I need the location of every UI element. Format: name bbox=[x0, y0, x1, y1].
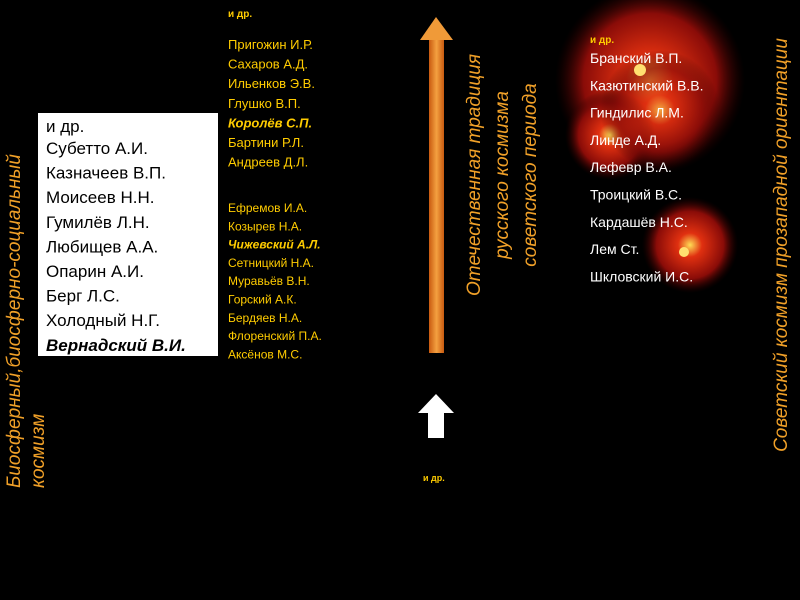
middle-item: Ильенков Э.В. bbox=[228, 76, 315, 91]
orange-arrow bbox=[420, 17, 453, 353]
white-arrow bbox=[418, 394, 454, 438]
middle-note: и др. bbox=[228, 9, 252, 20]
middle-item: Сетницкий Н.А. bbox=[228, 256, 314, 270]
right-item: Лефевр В.А. bbox=[590, 159, 672, 175]
fireworks bbox=[555, 0, 745, 293]
box-item: Казначеев В.П. bbox=[46, 164, 166, 183]
box-item: Субетто А.И. bbox=[46, 139, 148, 158]
left-title: космизм bbox=[28, 414, 49, 488]
box-item: Гумилёв Л.Н. bbox=[46, 213, 150, 232]
middle-item: Глушко В.П. bbox=[228, 96, 301, 111]
middle-item: Ефремов И.А. bbox=[228, 201, 307, 215]
right-item: Казютинский В.В. bbox=[590, 77, 703, 93]
arrow-title: Отечественная традиция bbox=[464, 54, 485, 296]
middle-item: Аксёнов М.С. bbox=[228, 347, 302, 361]
right-item: Шкловский И.С. bbox=[590, 268, 693, 284]
middle-item: Горский А.К. bbox=[228, 293, 297, 307]
box-item: Опарин А.И. bbox=[46, 262, 144, 281]
middle-item: Флоренский П.А. bbox=[228, 329, 322, 343]
middle-item: Бартини Р.Л. bbox=[228, 135, 304, 150]
right-item: Гиндилис Л.М. bbox=[590, 105, 684, 121]
middle-item: Чижевский А.Л. bbox=[228, 238, 321, 252]
white-box bbox=[38, 113, 218, 356]
box-item: Моисеев Н.Н. bbox=[46, 188, 154, 207]
right-note: и др. bbox=[590, 35, 614, 46]
middle-item: Пригожин И.Р. bbox=[228, 37, 313, 52]
right-item: Бранский В.П. bbox=[590, 50, 682, 66]
box-note: и др. bbox=[46, 117, 84, 136]
box-item: Любищев А.А. bbox=[46, 237, 158, 256]
box-item: Берг Л.С. bbox=[46, 287, 120, 306]
middle-item: Королёв С.П. bbox=[228, 115, 312, 130]
arrow-title: советского периода bbox=[520, 83, 541, 266]
middle-item: Муравьёв В.Н. bbox=[228, 274, 310, 288]
middle-note: и др. bbox=[423, 473, 445, 483]
left-title: Биосферный,биосферно-социальный bbox=[4, 154, 25, 488]
middle-item: Андреев Д.Л. bbox=[228, 155, 308, 170]
right-item: Лем Ст. bbox=[590, 241, 639, 257]
box-item: Вернадский В.И. bbox=[46, 336, 186, 355]
right-item: Линде А.Д. bbox=[590, 132, 661, 148]
box-item: Холодный Н.Г. bbox=[46, 311, 160, 330]
right-item: Троицкий В.С. bbox=[590, 187, 682, 203]
right-item: Кардашёв Н.С. bbox=[590, 214, 688, 230]
right-title: Советский космизм прозападной ориентации bbox=[771, 38, 792, 452]
middle-item: Сахаров А.Д. bbox=[228, 57, 308, 72]
middle-item: Бердяев Н.А. bbox=[228, 311, 302, 325]
arrow-title: русского космизма bbox=[492, 91, 513, 260]
middle-item: Козырев Н.А. bbox=[228, 219, 302, 233]
